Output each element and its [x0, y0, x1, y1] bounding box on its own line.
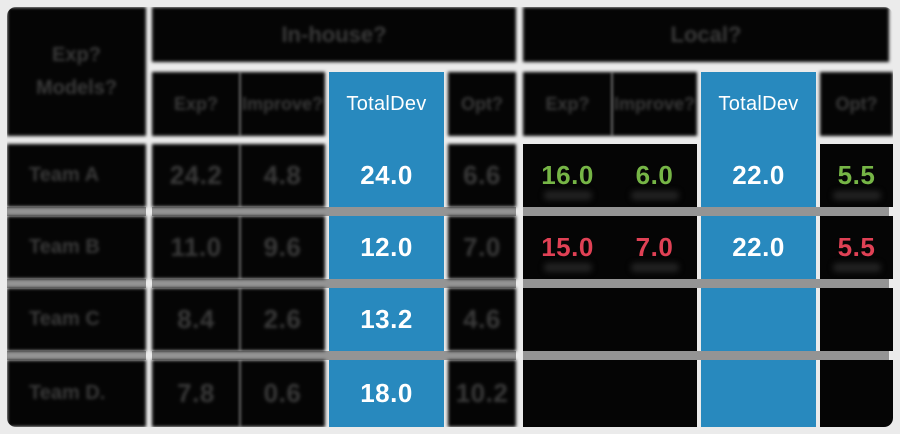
g2-totaldev-empty-cell	[701, 360, 816, 427]
g1-c4-value: 7.0	[448, 216, 516, 279]
group2-header: Local? Exp? Improve? TotalDev Opt?	[523, 7, 893, 136]
g2-c4-empty-cell	[820, 360, 893, 427]
row-label: Team C	[7, 288, 146, 351]
group1-subheader-c1: Exp?	[152, 72, 240, 136]
row-separator	[7, 279, 893, 288]
g1-c2-value: 9.6	[240, 216, 325, 279]
group2-subheader-c1: Exp?	[523, 72, 612, 136]
table-row: Team A 24.2 4.8 24.0 6.6 16.0 6.0 22.0 5…	[7, 144, 893, 207]
row-separator	[7, 351, 893, 360]
group2-subheader-c4: Opt?	[820, 72, 893, 136]
corner-line2: Models?	[35, 76, 118, 99]
g2-totaldev-value: 22.0	[701, 144, 816, 207]
group1-header: In-house? Exp? Improve? TotalDev Opt?	[152, 7, 516, 136]
group2-subheader-c2: Improve?	[612, 72, 697, 136]
g2-c4-value: 5.5	[820, 216, 893, 279]
smudge-mark	[630, 263, 679, 272]
group1-title: In-house?	[152, 7, 516, 62]
header-gap	[523, 62, 889, 72]
g1-totaldev-value: 13.2	[329, 288, 444, 351]
smudge-mark	[543, 263, 592, 272]
group2-subheader-totaldev: TotalDev	[701, 72, 816, 136]
group2-subheader-row: Exp? Improve? TotalDev Opt?	[523, 72, 893, 136]
corner-line1: Exp?	[52, 43, 101, 66]
g2-c4-empty-cell	[820, 288, 893, 351]
g2-c1-value: 15.0	[523, 216, 612, 279]
group1-subheader-c2: Improve?	[240, 72, 325, 136]
g1-c2-value: 4.8	[240, 144, 325, 207]
table-row: Team B 11.0 9.6 12.0 7.0 15.0 7.0 22.0 5…	[7, 216, 893, 279]
row-separator	[7, 207, 893, 216]
g2-c2-empty-cell	[612, 288, 697, 351]
g1-c1-value: 24.2	[152, 144, 240, 207]
g2-c1-value: 16.0	[523, 144, 612, 207]
table-row: Team C 8.4 2.6 13.2 4.6	[7, 288, 893, 351]
smudge-mark	[543, 191, 592, 200]
row-label: Team A	[7, 144, 146, 207]
g2-totaldev-value: 22.0	[701, 216, 816, 279]
blue-column-bridge	[701, 136, 816, 144]
group1-subheader-c4: Opt?	[448, 72, 516, 136]
group-gap	[516, 7, 523, 136]
smudge-mark	[832, 191, 881, 200]
g1-totaldev-value: 24.0	[329, 144, 444, 207]
comparison-table: Exp? Models? In-house? Exp? Improve? Tot…	[7, 7, 893, 427]
g1-c1-value: 7.8	[152, 360, 240, 427]
smudge-mark	[832, 263, 881, 272]
g2-c1-empty-cell	[523, 288, 612, 351]
row-label: Team D.	[7, 360, 146, 427]
g2-c2-value: 7.0	[612, 216, 697, 279]
light-separator	[7, 136, 893, 144]
g1-totaldev-value: 18.0	[329, 360, 444, 427]
g2-totaldev-empty-cell	[701, 288, 816, 351]
g1-c1-value: 11.0	[152, 216, 240, 279]
smudge-mark	[630, 191, 679, 200]
g2-c1-empty-cell	[523, 360, 612, 427]
row-label: Team B	[7, 216, 146, 279]
g1-c4-value: 4.6	[448, 288, 516, 351]
group1-subheader-row: Exp? Improve? TotalDev Opt?	[152, 72, 516, 136]
g1-c1-value: 8.4	[152, 288, 240, 351]
g1-c4-value: 6.6	[448, 144, 516, 207]
g1-c4-value: 10.2	[448, 360, 516, 427]
g1-c2-value: 0.6	[240, 360, 325, 427]
header-section: Exp? Models? In-house? Exp? Improve? Tot…	[7, 7, 893, 136]
g1-totaldev-value: 12.0	[329, 216, 444, 279]
header-gap	[152, 62, 516, 72]
blue-column-bridge	[329, 136, 444, 144]
group1-subheader-totaldev: TotalDev	[329, 72, 444, 136]
g2-c4-value: 5.5	[820, 144, 893, 207]
group2-title: Local?	[523, 7, 889, 62]
g2-c2-empty-cell	[612, 360, 697, 427]
table-row: Team D. 7.8 0.6 18.0 10.2	[7, 360, 893, 427]
g1-c2-value: 2.6	[240, 288, 325, 351]
g2-c2-value: 6.0	[612, 144, 697, 207]
corner-header-cell: Exp? Models?	[7, 7, 146, 136]
